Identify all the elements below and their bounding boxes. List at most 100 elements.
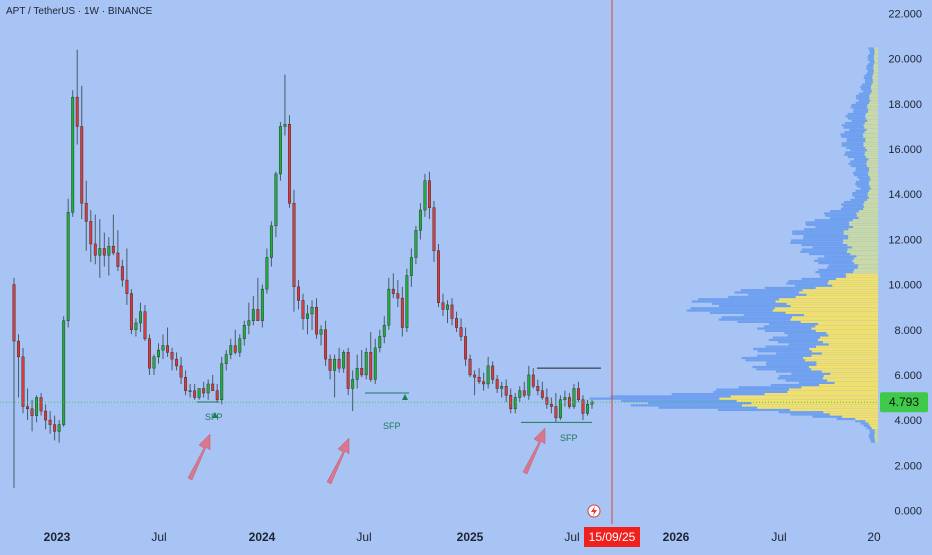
vp-bar-inner (864, 151, 878, 154)
vp-bar-inner (868, 171, 878, 174)
candle (346, 352, 350, 389)
candle (581, 399, 585, 414)
candle (427, 180, 431, 208)
vp-bar-inner (856, 212, 878, 215)
y-tick-label: 14.000 (888, 189, 922, 201)
candle (518, 390, 522, 398)
candle (102, 248, 106, 256)
vp-bar (863, 76, 878, 80)
vp-bar-inner (848, 221, 878, 224)
vp-bar (851, 119, 878, 122)
vp-bar (870, 431, 878, 434)
vp-bar-inner (865, 146, 878, 150)
vp-bar (845, 115, 878, 118)
candle (382, 325, 386, 337)
vp-bar (830, 210, 878, 213)
candle (80, 126, 84, 204)
vp-bar-inner (852, 259, 878, 262)
vp-bar (841, 135, 878, 138)
vp-bar (817, 257, 878, 260)
candle (315, 306, 318, 335)
candle (328, 358, 332, 371)
vp-bar (790, 239, 878, 242)
vp-bar-inner (843, 239, 878, 242)
candle (319, 329, 323, 335)
candle (292, 203, 296, 288)
y-tick-label: 0.000 (894, 505, 922, 517)
vp-bar (814, 259, 878, 262)
vp-bar-inner (874, 51, 878, 55)
vp-bar-inner (873, 63, 878, 66)
vp-bar-inner (764, 393, 878, 396)
vp-bar (856, 94, 878, 98)
vp-bar-inner (851, 246, 878, 249)
vp-bar-inner (865, 140, 878, 143)
vp-bar (803, 237, 878, 240)
vp-bar (803, 228, 878, 231)
vp-bar-inner (757, 406, 878, 409)
candle (558, 399, 562, 419)
vp-bar-inner (774, 307, 878, 310)
x-axis (0, 524, 932, 550)
vp-bar-inner (863, 135, 878, 138)
vp-bar-inner (858, 210, 878, 213)
vp-bar-inner (801, 386, 878, 389)
vp-bar-inner (870, 85, 878, 89)
candle (120, 266, 124, 281)
volume-profile (589, 47, 878, 443)
vp-bar (818, 268, 878, 272)
candle (57, 424, 61, 432)
candle (306, 313, 309, 319)
vp-bar (869, 51, 878, 55)
lightning-icon (587, 504, 601, 518)
vp-bar (870, 440, 878, 443)
vp-bar-inner (865, 115, 878, 118)
vp-bar-inner (795, 295, 878, 299)
vp-bar-inner (828, 334, 878, 337)
y-axis (878, 0, 932, 524)
vp-bar-inner (811, 368, 878, 371)
candle (202, 388, 206, 394)
vp-bar (846, 146, 878, 150)
vp-bar (869, 438, 878, 441)
vp-bar-inner (811, 354, 878, 357)
vp-bar (857, 176, 878, 179)
candle (197, 388, 201, 398)
candle (423, 180, 427, 211)
vp-bar-inner (828, 343, 878, 346)
vp-bar (865, 81, 878, 84)
vp-bar-inner (790, 318, 878, 321)
vp-bar-inner (815, 329, 878, 333)
candle (396, 293, 400, 299)
vp-bar (867, 70, 878, 73)
vp-bar (868, 435, 878, 439)
vp-bar (868, 47, 878, 50)
x-tick-label: 20 (867, 530, 881, 544)
candle (387, 288, 391, 326)
candle (459, 327, 463, 337)
vp-bar-inner (869, 176, 878, 179)
candle (549, 404, 553, 407)
x-tick-label: 2023 (44, 530, 71, 544)
vp-bar-inner (846, 250, 878, 253)
vp-bar (869, 49, 878, 52)
vp-bar (861, 88, 878, 91)
candle (242, 325, 246, 339)
vp-bar-inner (789, 408, 878, 412)
vp-bar-inner (792, 316, 878, 319)
candle (66, 212, 70, 321)
vp-bar-inner (786, 302, 878, 305)
y-tick-label: 20.000 (888, 54, 922, 66)
candle (166, 345, 169, 353)
candle (373, 347, 377, 380)
candle (360, 367, 364, 376)
vp-bar-inner (821, 370, 878, 373)
vp-bar-inner (815, 325, 878, 328)
candle (495, 379, 499, 389)
candle (278, 126, 282, 175)
vp-bar-inner (865, 137, 878, 141)
candle (491, 365, 495, 380)
vp-bar-inner (869, 189, 878, 192)
